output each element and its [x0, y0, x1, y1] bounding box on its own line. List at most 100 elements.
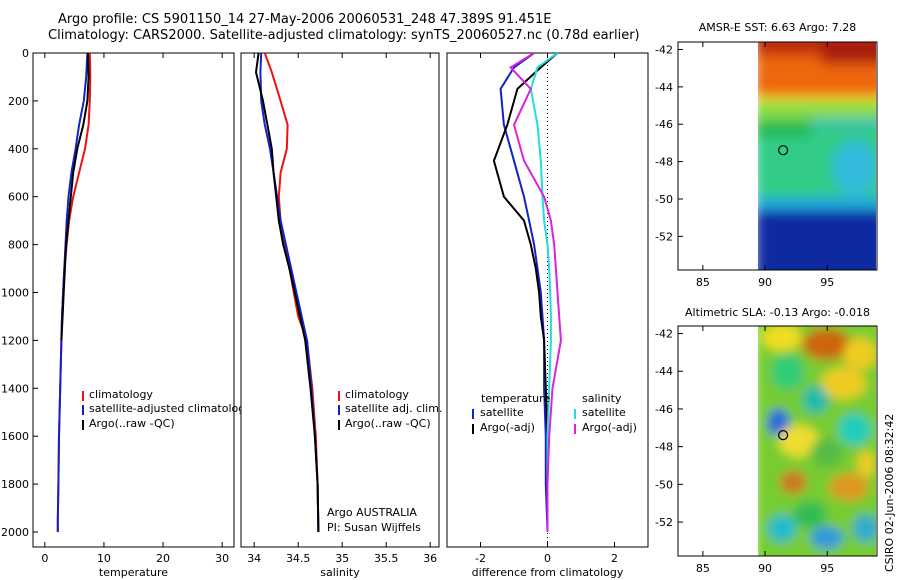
salinity-xtick-label: 35.5 [374, 552, 399, 565]
sla_map-panel: Altimetric SLA: -0.13 Argo: -0.018 85 90 95… [655, 306, 878, 575]
sla-anomaly-blob [856, 450, 875, 478]
difference-legend-header: temperature [481, 392, 550, 405]
temperature-series-2 [60, 52, 90, 341]
salinity-xlabel: salinity [320, 566, 360, 579]
temperature-legend-label: climatology [89, 388, 153, 401]
sst_map-xtick-label: 90 [758, 276, 772, 289]
temperature-panel: 0 10 20 30 0 200 400 600 800 1000 1200 1400 1600 1800… [1, 47, 252, 579]
sla-anomaly-blob [802, 385, 829, 414]
sst_map-ytick-label: -52 [655, 230, 673, 243]
sst_map-field-blur [758, 42, 876, 270]
sst_map-panel: AMSR-E SST: 6.63 Argo: 7.28 85 90 95 -42 -44 -… [655, 21, 878, 289]
salinity-annotation: PI: Susan Wijffels [327, 521, 421, 534]
sst_map-xtick-label: 95 [820, 276, 834, 289]
sst_map-ytick-label: -44 [655, 81, 673, 94]
temperature-ytick-label: 1000 [1, 287, 29, 300]
sla_map-xtick-label: 95 [820, 562, 834, 575]
difference-legend-label: Argo(-adj) [480, 421, 535, 434]
temperature-ytick-label: 800 [8, 239, 29, 252]
salinity-xtick-label: 34 [247, 552, 261, 565]
sst_map-ytick-label: -42 [655, 43, 673, 56]
salinity-xtick-label: 34.5 [286, 552, 311, 565]
temperature-xtick-label: 0 [41, 552, 48, 565]
sst_map-ytick-label: -50 [655, 193, 673, 206]
temperature-ytick-label: 1200 [1, 334, 29, 347]
temperature-ytick-label: 400 [8, 143, 29, 156]
sst-red-patch [821, 42, 876, 64]
sst_map-ytick-label: -46 [655, 118, 673, 131]
sla-anomaly-blob [821, 367, 866, 400]
sla_map-title: Altimetric SLA: -0.13 Argo: -0.018 [685, 306, 870, 319]
difference-xtick-label: -2 [475, 552, 486, 565]
temperature-xtick-label: 30 [215, 552, 229, 565]
figure-title-line-1: Argo profile: CS 5901150_14 27-May-2006 … [58, 12, 552, 27]
difference-xlabel: difference from climatology [472, 566, 624, 579]
salinity-panel: 34 34.5 35 35.5 36 salinity climatologysatelli… [240, 52, 442, 579]
difference-legend-label: satellite [480, 406, 524, 419]
temperature-legend-label: satellite-adjusted climatology [89, 402, 252, 415]
difference-legend-header: salinity [582, 392, 622, 405]
sla-anomaly-blob [779, 470, 807, 494]
salinity-legend-label: Argo(..raw -QC) [345, 417, 431, 430]
sla_map-xtick-label: 85 [696, 562, 710, 575]
sla_map-field-blur [758, 326, 876, 556]
sla-anomaly-blob [837, 413, 872, 446]
difference-series-3 [509, 52, 562, 532]
sla_map-field [758, 326, 876, 556]
sla-anomaly-blob [828, 473, 870, 501]
sst_map-axes-frame [677, 41, 878, 271]
temperature-xtick-label: 20 [156, 552, 170, 565]
sla-anomaly-blob [809, 526, 844, 550]
temperature-ytick-label: 0 [22, 47, 29, 60]
difference-series-2 [529, 52, 559, 532]
sst_map-field [758, 42, 876, 270]
sla_map-ytick-label: -42 [655, 328, 673, 341]
sst-cyan-patch [832, 140, 876, 195]
temperature-ytick-label: 1400 [1, 382, 29, 395]
sla-anomaly-blob [767, 408, 790, 437]
sla-anomaly-blob [852, 514, 876, 543]
salinity-legend-label: satellite adj. clim. [345, 402, 442, 415]
sst-yellow-green-band [758, 101, 876, 120]
difference-series-0 [499, 52, 549, 533]
sla_map-argo-position-marker [778, 430, 789, 441]
sst_map-ytick-label: -48 [655, 156, 673, 169]
temperature-ytick-label: 600 [8, 191, 29, 204]
sla_map-ytick-label: -52 [655, 516, 673, 529]
sst_map-title: AMSR-E SST: 6.63 Argo: 7.28 [699, 21, 857, 34]
sst_map-xtick-label: 85 [696, 276, 710, 289]
sla-anomaly-blob [778, 424, 819, 458]
difference-legend-label: satellite [582, 406, 626, 419]
sla-anomaly-blob [802, 328, 852, 361]
temperature-ytick-label: 1600 [1, 430, 29, 443]
temperature-xtick-label: 10 [97, 552, 111, 565]
sla-anomaly-blob [843, 337, 876, 370]
difference-legend-label: Argo(-adj) [582, 421, 637, 434]
sla_map-ytick-label: -44 [655, 365, 673, 378]
sst-deep-blue-band [758, 219, 876, 270]
salinity-xtick-label: 36 [423, 552, 437, 565]
sla_map-axes-frame [677, 325, 878, 557]
figure-title-line-2: Climatology: CARS2000. Satellite-adjuste… [48, 28, 640, 43]
temperature-axes-box [32, 52, 235, 548]
salinity-annotation: Argo AUSTRALIA [327, 506, 417, 519]
sst_map-argo-position-marker [778, 145, 789, 156]
sla_map-ytick-label: -48 [655, 441, 673, 454]
sla-anomaly-blob [761, 326, 802, 352]
salinity-series-2 [254, 52, 320, 533]
sla-anomaly-blob [767, 514, 797, 543]
temperature-ytick-label: 200 [8, 95, 29, 108]
temperature-ytick-label: 1800 [1, 478, 29, 491]
sla-anomaly-blob [809, 438, 844, 467]
difference-xtick-label: 2 [611, 552, 618, 565]
sla_map-ytick-label: -50 [655, 478, 673, 491]
salinity-legend-label: climatology [345, 388, 409, 401]
temperature-xlabel: temperature [99, 566, 168, 579]
difference-xtick-label: 0 [544, 552, 551, 565]
sla_map-xtick-label: 90 [758, 562, 772, 575]
salinity-xtick-label: 35 [335, 552, 349, 565]
sla-anomaly-blob [770, 353, 805, 391]
salinity-axes-box [240, 52, 440, 548]
